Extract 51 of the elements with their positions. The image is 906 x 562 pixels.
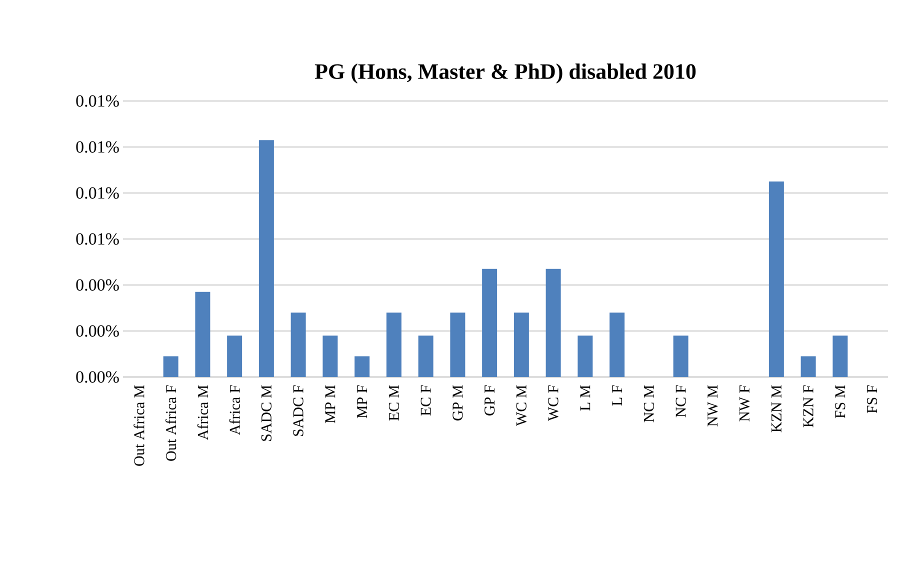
bar xyxy=(322,336,338,377)
y-tick-label: 0.01% xyxy=(76,233,119,245)
bar xyxy=(450,312,466,377)
x-tick-label: SADC M xyxy=(261,385,272,441)
y-tick-label: 0.01% xyxy=(76,141,119,153)
x-tick-label: NW F xyxy=(740,385,750,422)
x-tick-label: GP F xyxy=(484,385,495,416)
bar xyxy=(673,336,688,377)
y-tick-label: 0.01% xyxy=(76,187,119,199)
bar xyxy=(227,336,242,377)
bar xyxy=(514,312,529,377)
chart-title: PG (Hons, Master & PhD) disabled 2010 xyxy=(314,64,696,84)
x-tick-label: NW M xyxy=(708,385,718,426)
bar xyxy=(800,356,816,377)
x-tick-label: L F xyxy=(612,385,622,406)
bar xyxy=(386,312,402,377)
bar xyxy=(832,336,848,377)
bar xyxy=(258,140,274,377)
x-tick-label: Out Africa M xyxy=(134,385,144,466)
x-tick-label: WC M xyxy=(516,385,527,426)
bar xyxy=(768,181,784,377)
x-tick-label: EC F xyxy=(420,385,431,416)
x-tick-label: NC F xyxy=(676,385,686,418)
x-tick-label: EC M xyxy=(388,385,399,421)
x-tick-label: NC M xyxy=(644,385,654,422)
bar xyxy=(578,336,593,377)
x-tick-label: KZN F xyxy=(803,385,814,428)
x-tick-label: Out Africa F xyxy=(165,385,176,461)
x-tick-label: GP M xyxy=(452,385,463,420)
x-tick-label: FS F xyxy=(867,385,878,414)
x-tick-label: L M xyxy=(580,385,590,411)
bar xyxy=(354,356,370,377)
y-tick-label: 0.00% xyxy=(76,325,119,337)
x-tick-label: MP F xyxy=(357,385,367,418)
bar xyxy=(418,336,434,377)
bar xyxy=(482,268,498,377)
x-tick-label: FS M xyxy=(835,385,846,418)
x-tick-label: WC F xyxy=(548,385,558,422)
bar xyxy=(163,356,178,377)
x-tick-label: Africa M xyxy=(197,385,208,440)
x-tick-label: MP M xyxy=(325,385,336,424)
x-tick-label: KZN M xyxy=(772,385,782,432)
bar xyxy=(290,312,306,377)
y-tick-label: 0.00% xyxy=(76,279,119,291)
bar xyxy=(610,312,625,377)
x-tick-label: Africa F xyxy=(229,385,240,436)
x-tick-label: SADC F xyxy=(293,385,304,436)
bar xyxy=(195,292,210,377)
y-tick-label: 0.00% xyxy=(76,371,119,383)
bar xyxy=(546,268,561,377)
y-tick-label: 0.01% xyxy=(76,95,119,107)
